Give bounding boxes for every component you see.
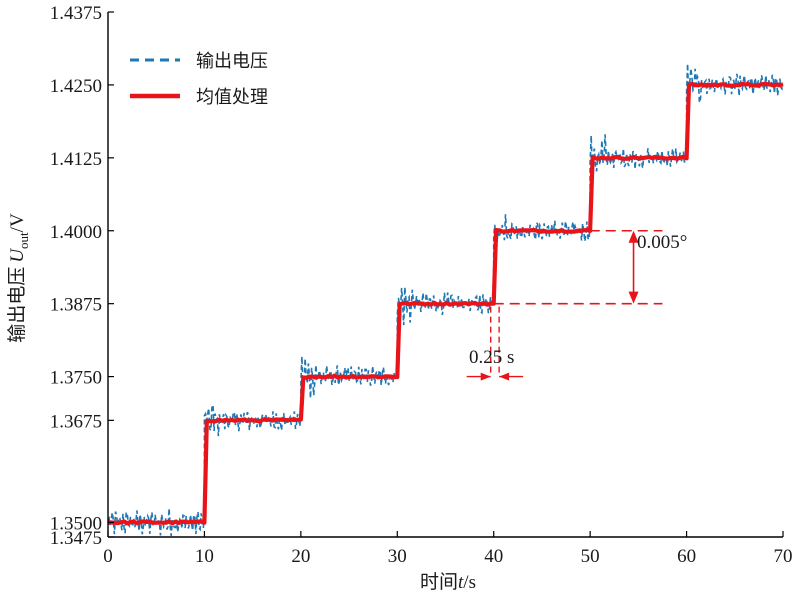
x-axis-title-var: t [458,572,464,593]
y-axis-title: 输出电压 Uout/V [6,213,31,343]
y-tick-label: 1.3475 [50,528,102,549]
annotation-arrowhead-down [628,291,639,304]
y-tick-label: 1.3750 [50,368,102,389]
mean-line [107,81,784,526]
y-tick-label: 1.3675 [50,411,102,432]
y-tick-label: 1.4125 [50,149,102,170]
y-tick-label: 1.4375 [50,3,102,24]
y-axis-title-cn: 输出电压 [6,267,28,343]
y-axis-title-unit: /V [7,213,28,232]
x-axis-title-unit: /s [463,572,476,593]
x-tick-label: 60 [677,546,696,567]
y-tick-label: 1.3500 [50,513,102,534]
raw-voltage-series [107,63,784,536]
x-tick-label: 40 [484,546,503,567]
annotation-delta-label: 0.005° [637,232,687,253]
y-tick-label: 1.4250 [50,76,102,97]
raw-voltage-line [107,63,784,536]
legend-mean-label: 均值处理 [196,87,268,108]
mean-series [107,81,784,526]
y-tick-label: 1.4000 [50,222,102,243]
x-axis-title-cn: 时间 [420,571,458,593]
x-tick-label: 70 [774,546,793,567]
x-tick-label: 20 [291,546,310,567]
annotation-arrowhead-up [628,230,639,243]
x-tick-label: 0 [103,546,113,567]
y-tick-label: 1.3875 [50,295,102,316]
annotation-time-label: 0.25 s [469,347,514,368]
legend: 输出电压 均值处理 [130,51,268,108]
y-axis-title-var: U [7,248,28,263]
annotation-time-arrowhead-left [480,372,491,381]
x-tick-label: 30 [388,546,407,567]
y-axis-title-sub: out [16,232,31,249]
x-tick-label: 10 [195,546,214,567]
annotation-time-arrowhead-right [499,372,510,381]
x-axis-title: 时间t/s [420,571,476,593]
x-tick-label: 50 [581,546,600,567]
annotations [466,229,663,381]
legend-raw-label: 输出电压 [196,51,268,72]
